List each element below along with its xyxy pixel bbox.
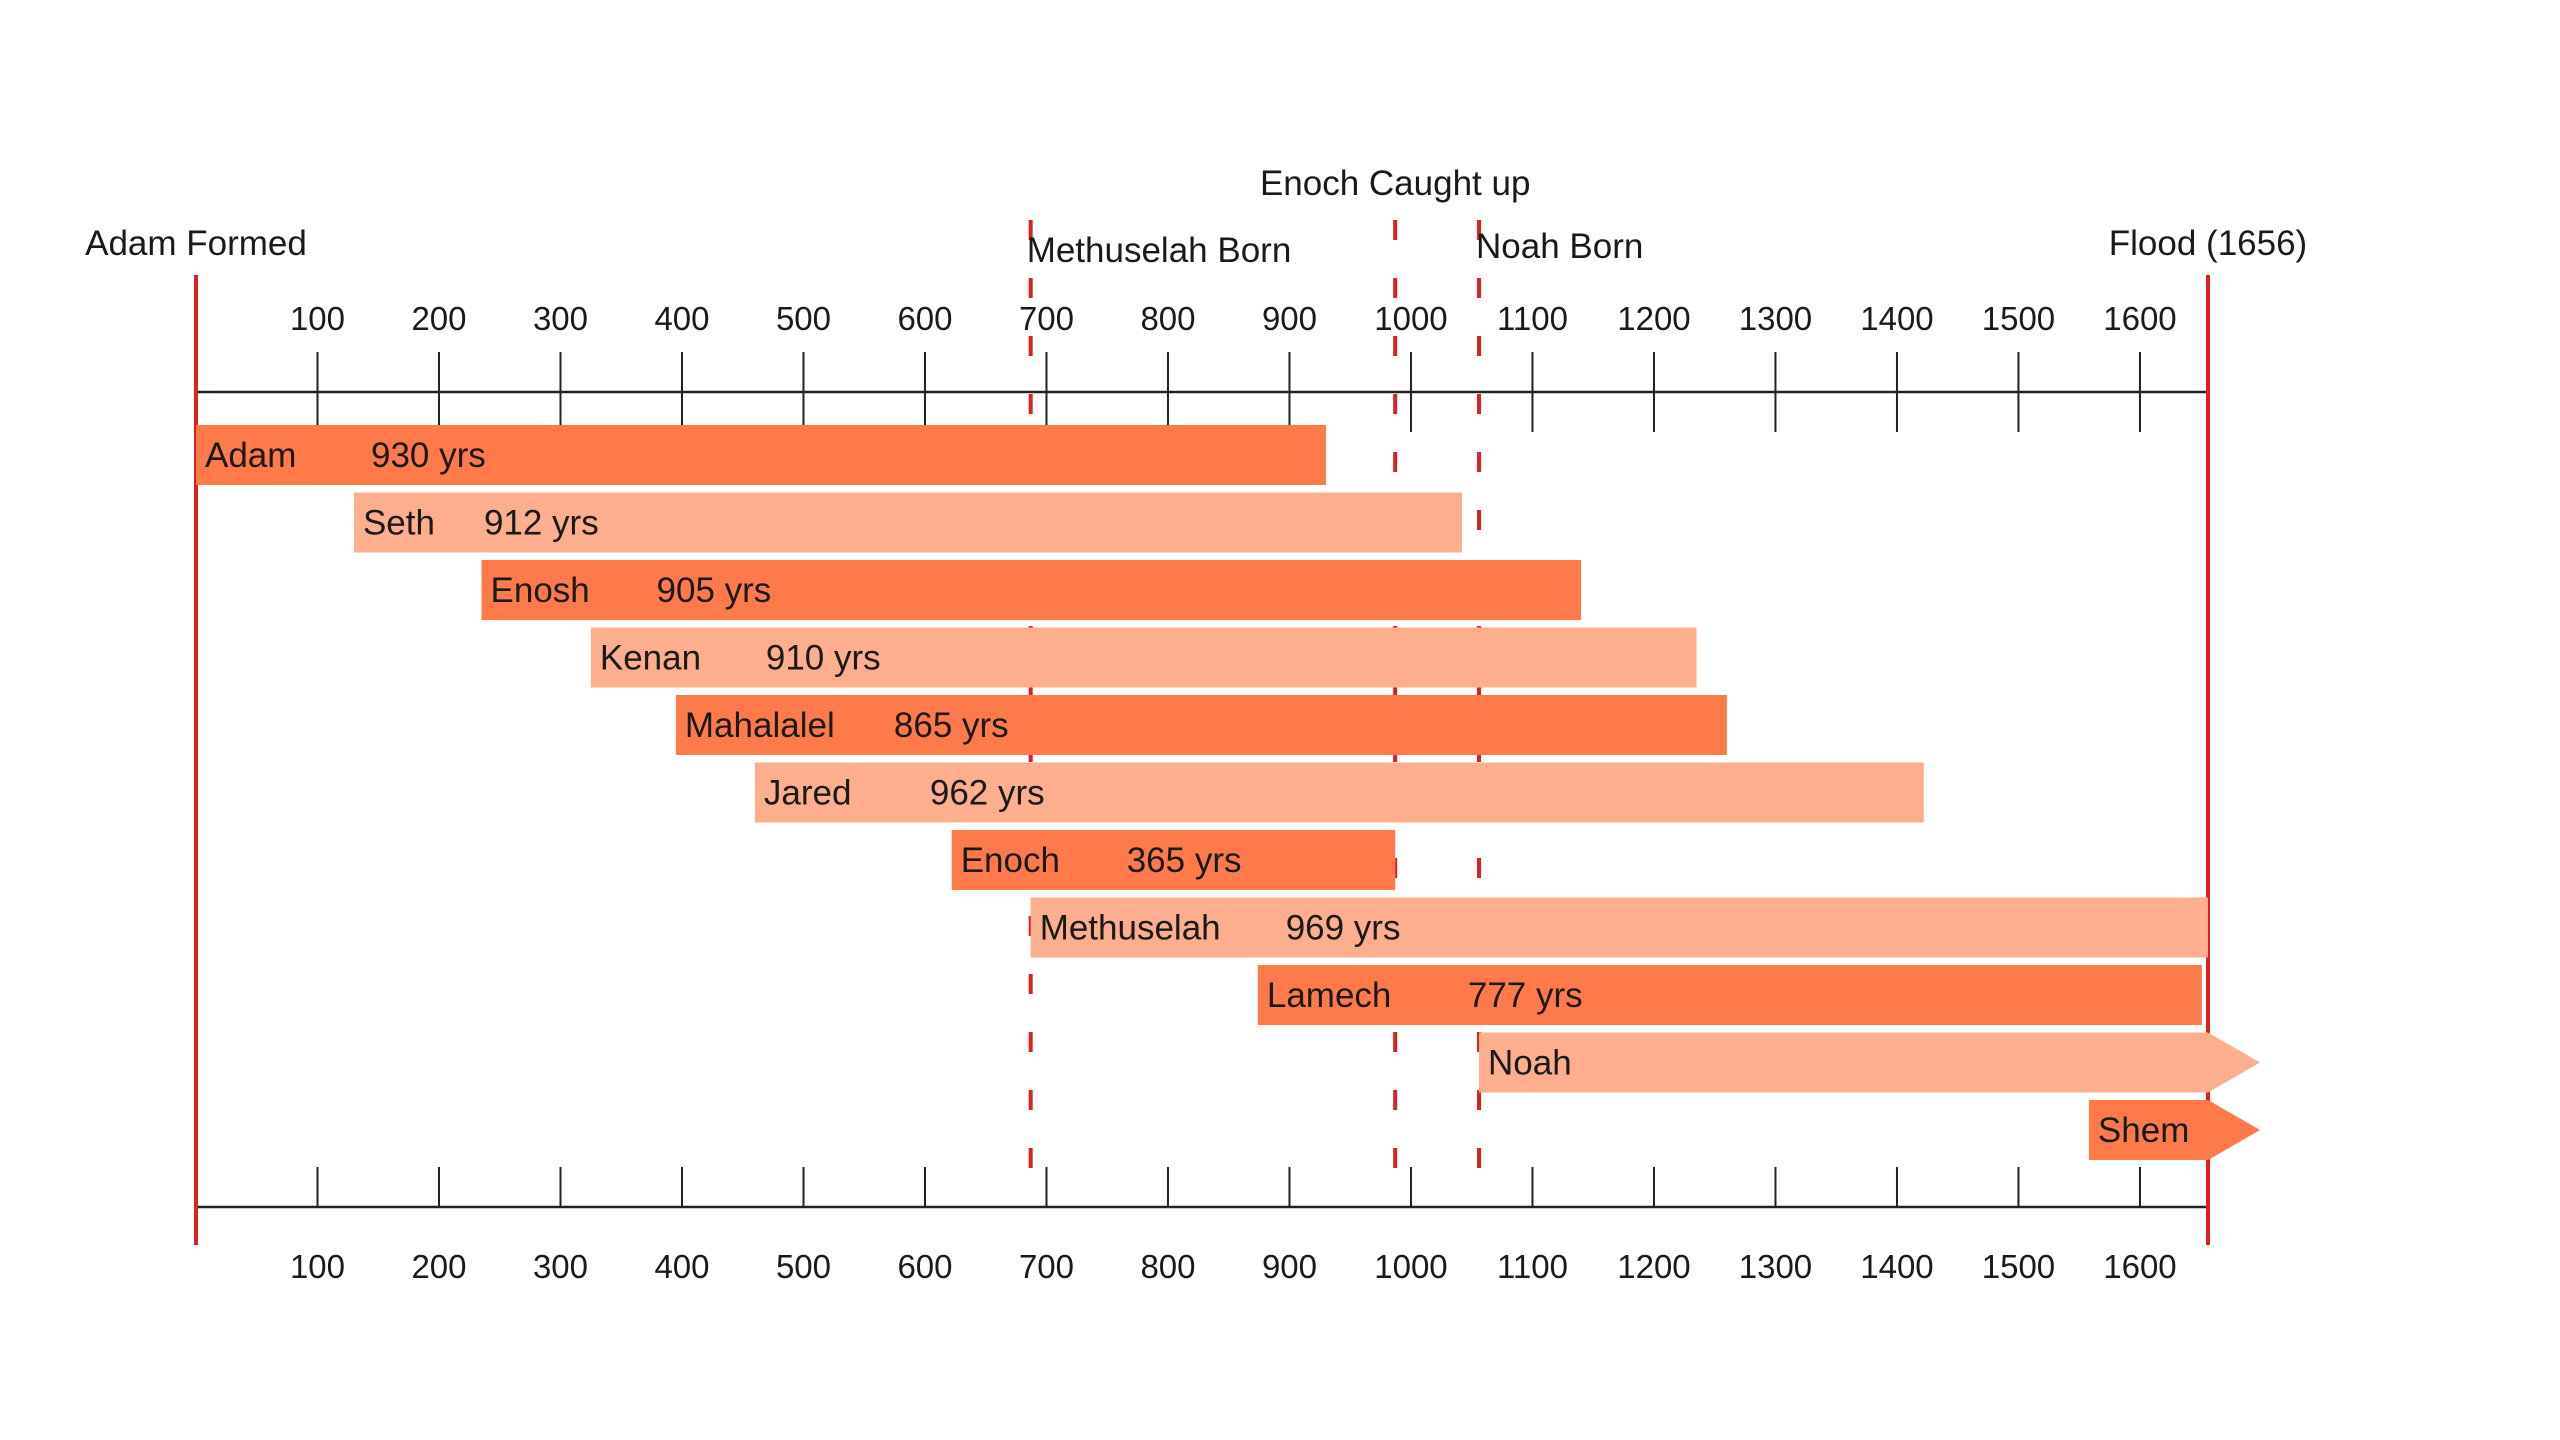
bar-name-label: Enosh: [491, 571, 590, 610]
bottom-tick-label: 600: [897, 1248, 952, 1285]
lifespan-bar: [353, 492, 1463, 553]
top-tick-label: 1300: [1739, 300, 1812, 337]
top-tick-label: 1100: [1497, 300, 1568, 337]
bar-name-label: Adam: [205, 436, 296, 475]
lifespan-bar-arrow: [1479, 1032, 2260, 1093]
bar-name-label: Shem: [2098, 1111, 2189, 1150]
bottom-tick-label: 200: [411, 1248, 466, 1285]
bar-lifespan-label: 365 yrs: [1127, 841, 1242, 880]
lifespan-bar: [590, 627, 1697, 688]
top-tick-label: 500: [776, 300, 831, 337]
top-tick-label: 200: [411, 300, 466, 337]
top-tick-label: 100: [290, 300, 345, 337]
top-tick-label: 800: [1140, 300, 1195, 337]
bottom-tick-label: 100: [290, 1248, 345, 1285]
bar-name-label: Enoch: [961, 841, 1060, 880]
bottom-tick-label: 500: [776, 1248, 831, 1285]
event-label: Noah Born: [1476, 227, 1643, 266]
lifespan-bar: [675, 695, 1727, 755]
bottom-tick-label: 1600: [2103, 1248, 2176, 1285]
event-label: Flood (1656): [2109, 224, 2307, 263]
axis-layer: [196, 390, 2208, 1209]
bottom-tick-label: 1000: [1374, 1248, 1447, 1285]
event-label: Enoch Caught up: [1260, 164, 1530, 203]
top-tick-label: 1000: [1374, 300, 1447, 337]
bar-layer: [196, 425, 2260, 1160]
bar-name-label: Lamech: [1267, 976, 1392, 1015]
bar-name-label: Methuselah: [1040, 909, 1221, 948]
bottom-tick-label: 1400: [1860, 1248, 1933, 1285]
top-tick-label: 300: [533, 300, 588, 337]
lifespan-bar: [1257, 965, 2202, 1025]
event-label: Adam Formed: [85, 224, 307, 263]
top-tick-label: 1200: [1617, 300, 1690, 337]
top-tick-label: 1400: [1860, 300, 1933, 337]
label-layer: 100 100 200 200 300 300 400 400 500 500 600 600 700 7…: [85, 164, 2307, 1285]
event-label: Methuselah Born: [1027, 231, 1292, 270]
lifespan-bar-arrow: [2088, 1100, 2260, 1160]
bar-lifespan-label: 905 yrs: [657, 571, 772, 610]
bar-lifespan-label: 777 yrs: [1468, 976, 1583, 1015]
top-tick-label: 700: [1019, 300, 1074, 337]
bar-name-label: Kenan: [600, 639, 701, 678]
bar-lifespan-label: 865 yrs: [894, 706, 1009, 745]
lifespan-bar: [481, 560, 1582, 620]
bar-lifespan-label: 969 yrs: [1286, 909, 1401, 948]
bar-lifespan-label: 910 yrs: [766, 639, 881, 678]
bottom-tick-label: 1100: [1497, 1248, 1568, 1285]
bottom-tick-label: 700: [1019, 1248, 1074, 1285]
bar-name-label: Jared: [764, 774, 852, 813]
bar-name-label: Noah: [1488, 1044, 1572, 1083]
bottom-tick-label: 300: [533, 1248, 588, 1285]
bar-lifespan-label: 912 yrs: [484, 504, 599, 543]
bottom-tick-label: 800: [1140, 1248, 1195, 1285]
bar-name-label: Seth: [363, 504, 435, 543]
top-tick-label: 1600: [2103, 300, 2176, 337]
lifespan-bar: [754, 762, 1924, 823]
bottom-tick-label: 1300: [1739, 1248, 1812, 1285]
bar-lifespan-label: 930 yrs: [371, 436, 486, 475]
top-tick-label: 400: [654, 300, 709, 337]
top-tick-label: 1500: [1982, 300, 2055, 337]
bottom-tick-label: 900: [1262, 1248, 1317, 1285]
lifespan-bar: [951, 830, 1396, 890]
bar-lifespan-label: 962 yrs: [930, 774, 1045, 813]
bottom-tick-label: 1500: [1982, 1248, 2055, 1285]
bar-name-label: Mahalalel: [685, 706, 835, 745]
lifespan-bar: [196, 425, 1326, 485]
lifespan-bar: [1030, 897, 2208, 958]
top-tick-label: 900: [1262, 300, 1317, 337]
top-tick-label: 600: [897, 300, 952, 337]
bottom-tick-label: 1200: [1617, 1248, 1690, 1285]
bottom-tick-label: 400: [654, 1248, 709, 1285]
